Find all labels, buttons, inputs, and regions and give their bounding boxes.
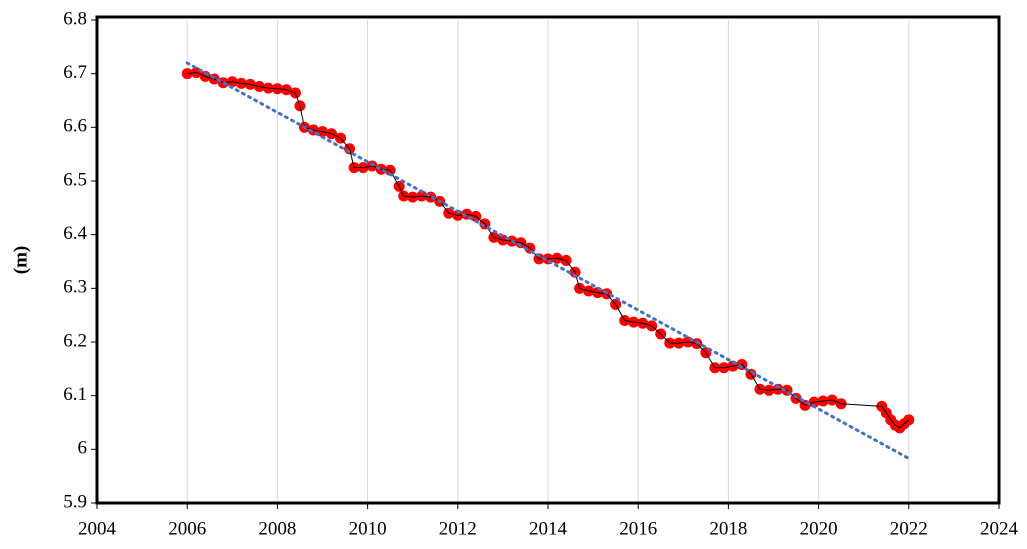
series-line — [187, 72, 910, 429]
y-tick-label: 6 — [78, 438, 88, 459]
y-tick-label: 6.8 — [63, 8, 87, 29]
y-tick-label: 6.3 — [63, 277, 87, 298]
x-tick-label: 2022 — [890, 518, 928, 539]
x-tick-label: 2008 — [258, 518, 296, 539]
y-tick-label: 6.7 — [63, 62, 87, 83]
y-tick-label: 6.2 — [63, 330, 87, 351]
x-tick-label: 2018 — [709, 518, 747, 539]
x-tick-label: 2010 — [349, 518, 387, 539]
y-tick-label: 5.9 — [63, 491, 87, 512]
x-tick-label: 2012 — [439, 518, 477, 539]
plot-frame — [95, 15, 1001, 505]
x-tick-label: 2004 — [78, 518, 117, 539]
y-tick-label: 6.5 — [63, 169, 87, 190]
x-tick-label: 2014 — [529, 518, 568, 539]
x-tick-label: 2016 — [619, 518, 657, 539]
x-tick-label: 2006 — [168, 518, 206, 539]
y-tick-label: 6.4 — [63, 223, 87, 244]
y-tick-label: 6.1 — [63, 384, 87, 405]
x-tick-label: 2024 — [980, 518, 1019, 539]
y-tick-label: 6.6 — [63, 116, 87, 137]
trend-line — [185, 61, 911, 460]
y-axis-label: (m) — [10, 246, 31, 274]
x-tick-label: 2020 — [800, 518, 838, 539]
